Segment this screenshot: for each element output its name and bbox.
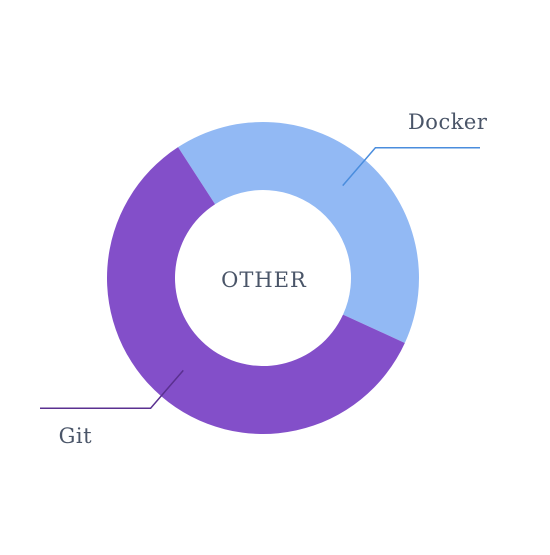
slice-git [106,147,405,435]
leader-line-git [40,369,184,409]
slice-label-docker: Docker [408,110,488,134]
donut-slices [106,122,419,435]
leader-lines [40,147,480,409]
center-label: OTHER [221,268,307,292]
leader-line-docker [342,147,480,187]
slice-label-git: Git [59,424,92,448]
slice-docker [178,122,419,343]
slice-labels: Docker Git [59,110,488,448]
